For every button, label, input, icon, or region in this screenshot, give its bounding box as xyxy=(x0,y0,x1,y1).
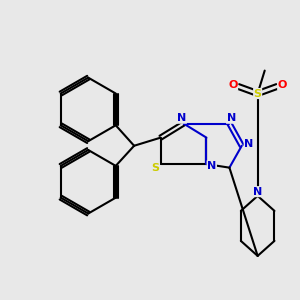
Text: O: O xyxy=(278,80,287,90)
Text: N: N xyxy=(253,187,262,196)
Text: N: N xyxy=(177,113,186,123)
Text: N: N xyxy=(244,139,254,149)
Text: O: O xyxy=(228,80,238,90)
Text: S: S xyxy=(254,88,262,98)
Text: S: S xyxy=(151,163,159,172)
Text: N: N xyxy=(226,113,236,123)
Text: N: N xyxy=(207,161,216,171)
